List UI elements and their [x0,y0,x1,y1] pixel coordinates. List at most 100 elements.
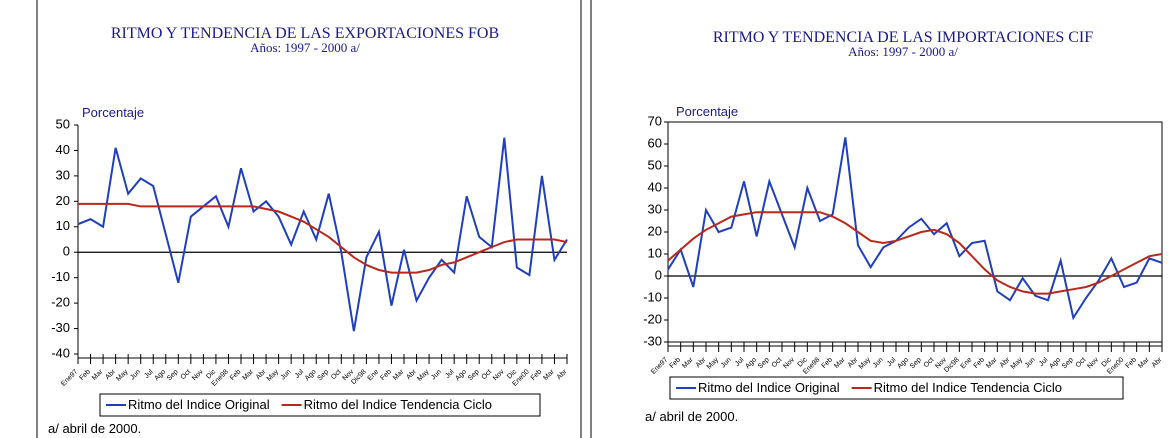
x-tick-label: Sep [316,368,330,382]
x-tick-label: Ago [744,356,758,370]
legend-label: Ritmo del Indice Original [128,397,270,412]
y-tick-label: 30 [648,201,662,216]
y-tick-label: -30 [51,320,70,335]
legend-box [669,376,1124,400]
series-line [77,137,568,332]
x-tick-label: Jul [886,356,898,368]
x-tick-label: May [416,368,431,383]
chart-title: RITMO Y TENDENCIA DE LAS IMPORTACIONES C… [713,29,1093,46]
x-tick-label: Ene97 [60,368,79,387]
x-tick-label: May [266,368,281,383]
chart-subtitle: Años: 1997 - 2000 a/ [848,44,958,59]
x-tick-label: Nov [782,356,796,370]
y-tick-label: 40 [648,179,662,194]
series-line [667,211,1163,295]
x-tick-label: Ene [960,356,974,370]
x-tick-label: Ago [153,368,167,382]
footnote: a/ abril de 2000. [48,421,141,436]
x-tick-label: May [706,356,721,371]
x-tick-label: Feb [379,368,393,382]
footnote: a/ abril de 2000. [645,409,738,424]
x-tick-label: Jul [294,368,306,380]
x-tick-label: May [1010,356,1025,371]
legend-label: Ritmo del Indice Original [698,380,840,395]
x-tick-label: Mar [542,368,556,382]
x-tick-label: Jun [720,356,733,369]
x-tick-label: Nov [191,368,205,382]
x-tick-label: Mar [1137,356,1151,370]
x-tick-label: Sep [467,368,481,382]
x-tick-label: Ago [896,356,910,370]
y-tick-label: -10 [51,269,70,284]
x-tick-label: Jun [430,368,443,381]
y-tick-label: 30 [56,167,70,182]
y-tick-label: 0 [655,267,662,282]
x-tick-label: Mar [91,368,105,382]
y-tick-label: 50 [648,157,662,172]
x-tick-label: Ago [1048,356,1062,370]
x-tick-label: Jul [444,368,456,380]
y-tick-label: -30 [643,333,662,348]
x-tick-label: Sep [166,368,180,382]
legend-box [99,393,541,417]
legend-label: Ritmo del Indice Tendencia Ciclo [304,397,492,412]
y-tick-label: -20 [643,311,662,326]
x-tick-label: Feb [821,356,835,370]
y-tick-label: 10 [648,245,662,260]
x-tick-label: May [115,368,130,383]
x-tick-label: Jun [280,368,293,381]
x-tick-label: Dic98 [943,356,961,374]
x-tick-label: Jul [734,356,746,368]
x-tick-label: Sep [909,356,923,370]
x-tick-label: Mar [681,356,695,370]
y-tick-label: 0 [63,244,70,259]
x-tick-label: Oct [330,368,343,381]
x-tick-label: Ago [304,368,318,382]
x-tick-label: Jul [143,368,155,380]
y-tick-label: -20 [51,295,70,310]
x-tick-label: Oct [923,356,936,369]
series-line [667,137,1163,321]
x-tick-label: Nov [492,368,506,382]
x-tick-label: Mar [392,368,406,382]
y-tick-label: 10 [56,218,70,233]
x-tick-label: Nov [1086,356,1100,370]
x-tick-label: Sep [757,356,771,370]
x-tick-label: Ago [454,368,468,382]
y-tick-label: -40 [51,345,70,360]
y-axis-label: Porcentaje [82,105,144,120]
series-line [78,202,568,274]
x-tick-label: Oct [481,368,494,381]
x-tick-label: Mar [241,368,255,382]
y-tick-label: 60 [648,135,662,150]
y-tick-label: 20 [56,193,70,208]
legend-label: Ritmo del Indice Tendencia Ciclo [874,380,1062,395]
x-tick-label: Feb [669,356,683,370]
x-tick-label: Oct [771,356,784,369]
chart-subtitle: Años: 1997 - 2000 a/ [250,40,360,55]
x-tick-label: Sep [1061,356,1075,370]
x-tick-label: Feb [78,368,92,382]
x-tick-label: Feb [1125,356,1139,370]
x-tick-label: Jun [1024,356,1037,369]
x-tick-label: Abr [1151,356,1164,369]
y-axis-label: Porcentaje [676,104,738,119]
plot-frame [667,121,1163,343]
x-tick-label: Ene [367,368,381,382]
x-tick-label: Jul [1038,356,1050,368]
y-tick-label: 50 [56,116,70,131]
x-tick-label: Abr [556,368,569,381]
x-tick-label: Ene97 [650,356,669,375]
y-tick-label: -10 [643,289,662,304]
y-tick-label: 40 [56,142,70,157]
x-tick-label: Oct [1075,356,1088,369]
x-tick-label: Mar [985,356,999,370]
x-tick-label: Feb [973,356,987,370]
y-tick-label: 20 [648,223,662,238]
chart-title: RITMO Y TENDENCIA DE LAS EXPORTACIONES F… [111,25,499,42]
x-tick-label: Mar [833,356,847,370]
x-tick-label: May [858,356,873,371]
x-tick-label: Feb [530,368,544,382]
x-tick-label: Oct [180,368,193,381]
